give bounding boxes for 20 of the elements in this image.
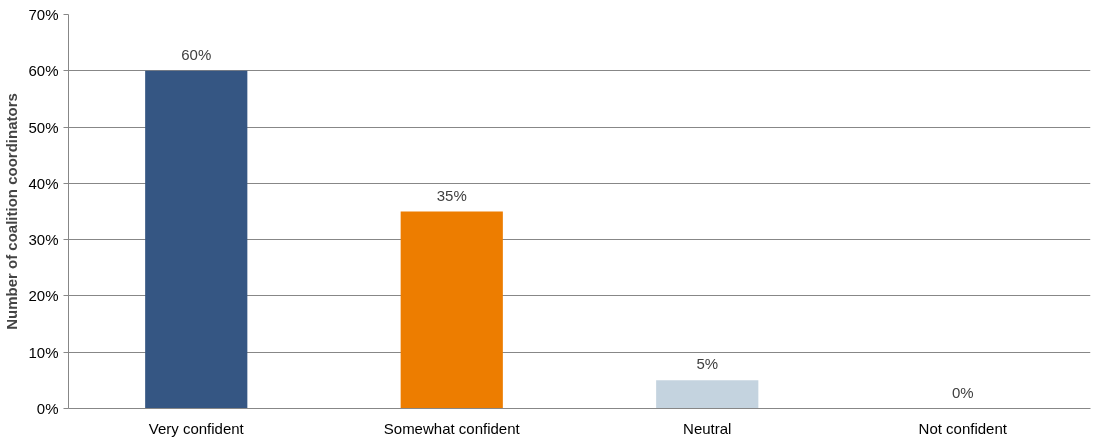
y-tick-label: 0% bbox=[36, 400, 59, 417]
y-tick-label: 50% bbox=[28, 118, 59, 136]
y-tick-label: 70% bbox=[28, 6, 59, 23]
y-tick-label: 40% bbox=[28, 174, 59, 192]
bar bbox=[400, 211, 503, 409]
data-label: 35% bbox=[436, 186, 467, 204]
data-label: 5% bbox=[696, 355, 719, 373]
y-tick-label: 30% bbox=[28, 231, 59, 249]
bar bbox=[145, 70, 248, 409]
bar bbox=[656, 380, 759, 409]
y-tick-label: 10% bbox=[28, 343, 59, 361]
y-tick-label: 20% bbox=[28, 287, 59, 305]
x-tick-label: Very confident bbox=[148, 419, 245, 437]
y-axis-title: Number of coalition coordinators bbox=[3, 93, 21, 330]
x-tick-label: Not confident bbox=[918, 419, 1008, 437]
x-tick-label: Neutral bbox=[683, 419, 732, 437]
y-tick-label: 60% bbox=[28, 62, 59, 80]
x-tick-label: Somewhat confident bbox=[383, 419, 521, 437]
data-label: 60% bbox=[181, 45, 212, 63]
data-label: 0% bbox=[951, 383, 974, 401]
